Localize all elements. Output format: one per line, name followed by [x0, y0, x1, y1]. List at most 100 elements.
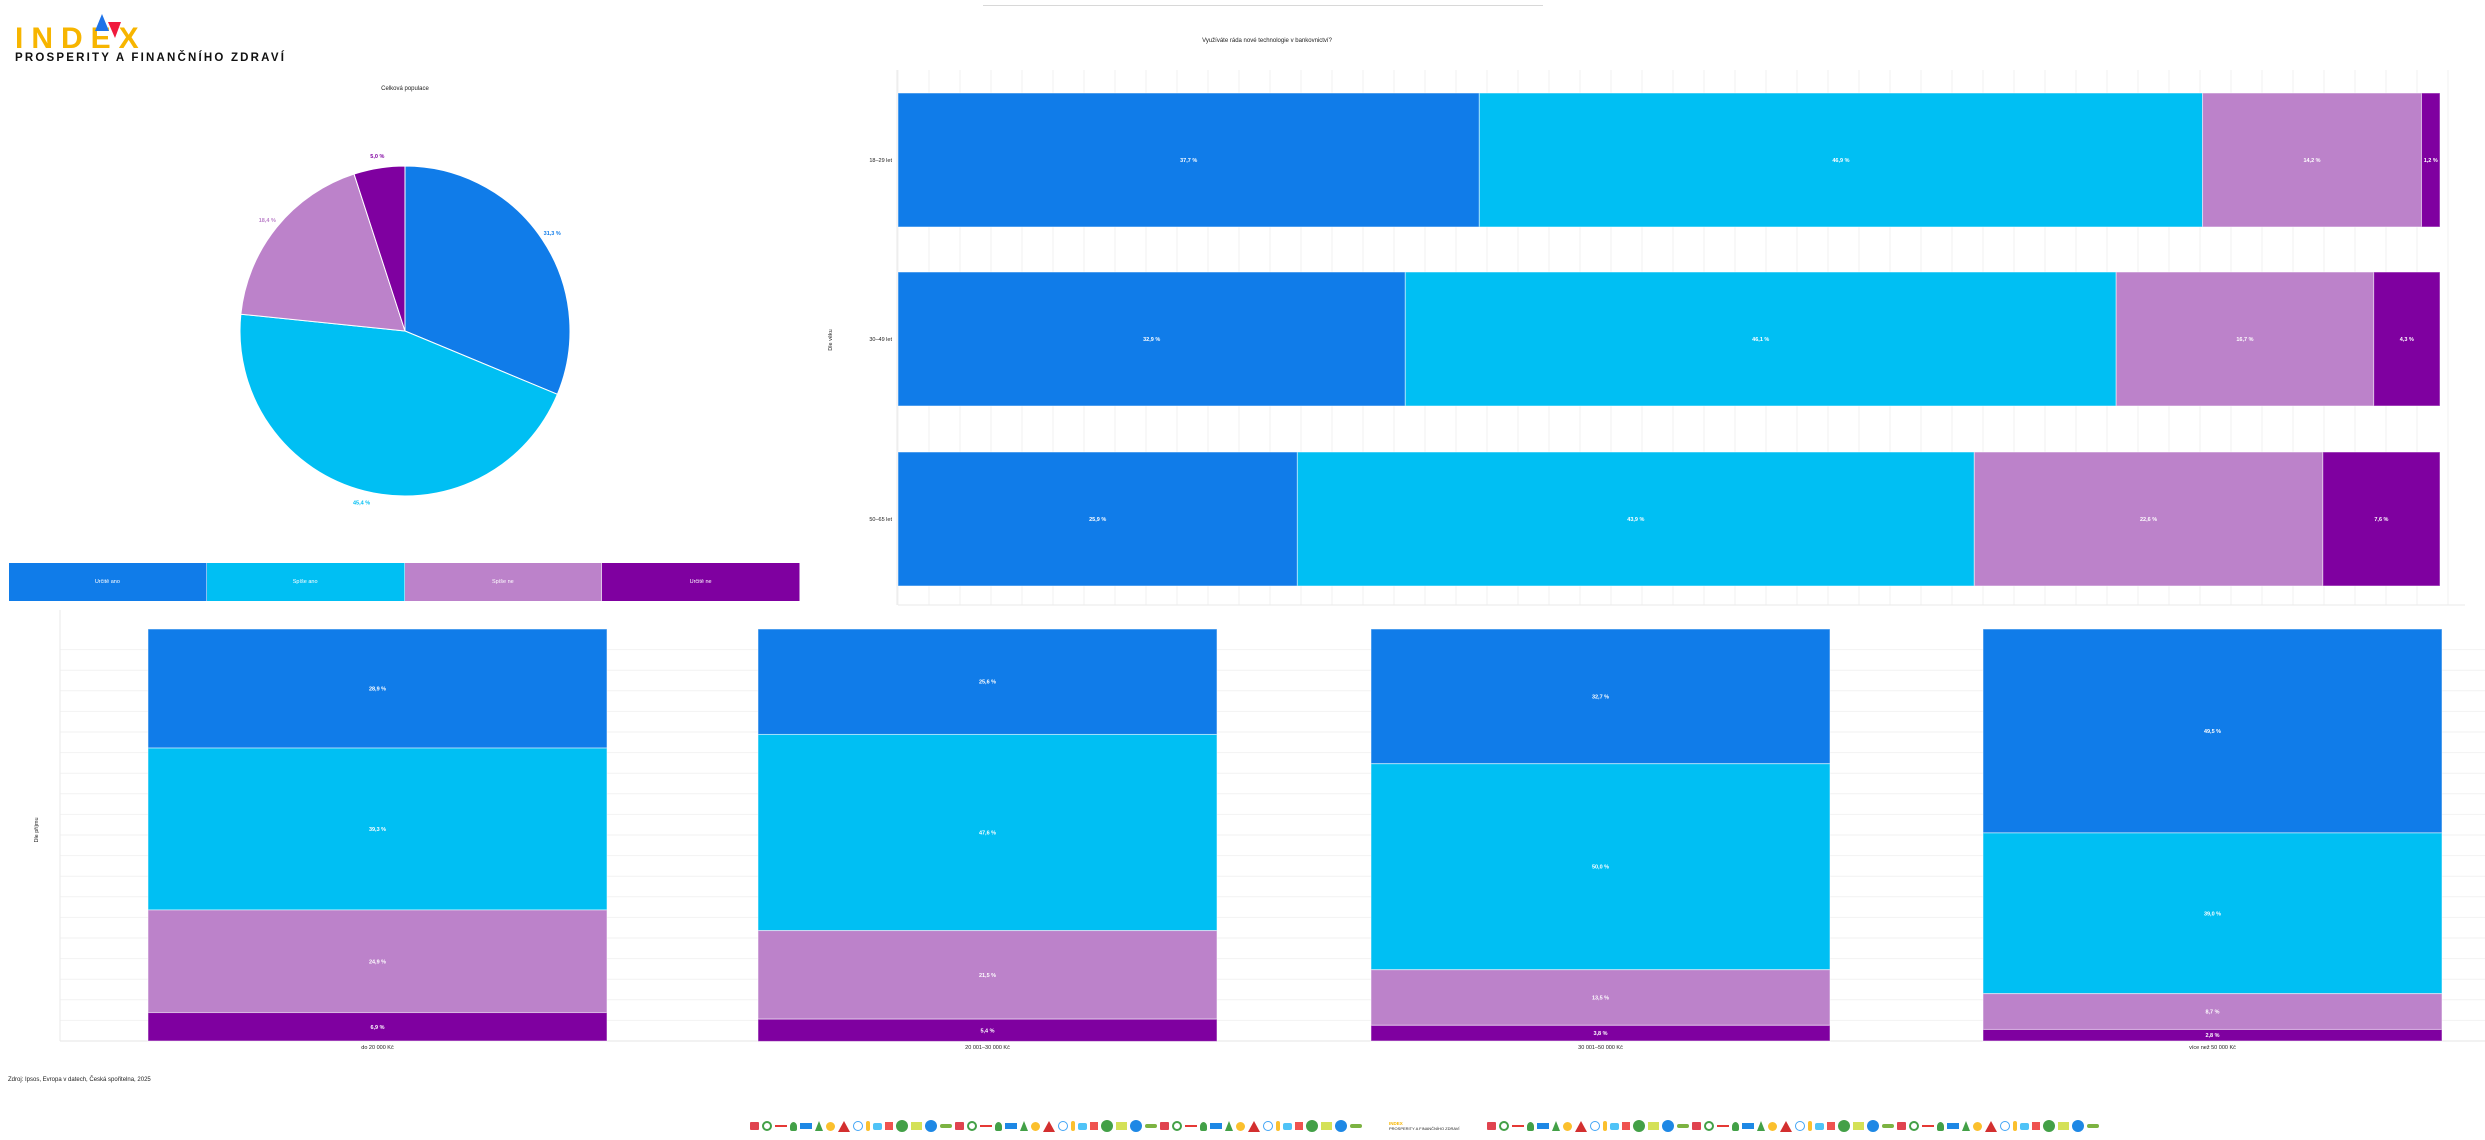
ring-icon [1498, 1121, 1509, 1131]
hbar-segment [897, 271, 1406, 407]
rail-icon [980, 1125, 992, 1127]
pine-icon [1961, 1121, 1970, 1131]
car-icon [1145, 1124, 1157, 1128]
factory-icon [911, 1122, 922, 1130]
hbar-segment [2420, 92, 2441, 228]
pie-slice [239, 313, 559, 497]
tree-icon [1731, 1121, 1739, 1131]
pie-slice [353, 165, 406, 332]
box-icon [1295, 1122, 1303, 1130]
bottle-icon [1276, 1121, 1280, 1131]
mountain-icon [1984, 1120, 1997, 1132]
hbar-data-label: 43,9 % [1627, 517, 1644, 523]
vbar-data-label: 3,8 % [1593, 1031, 1607, 1037]
rail-icon [1921, 1125, 1934, 1127]
vbar-segment [1982, 628, 2443, 834]
vbar-segment [147, 628, 608, 749]
hbar-data-label: 4,3 % [2400, 337, 2414, 343]
car-icon [940, 1124, 952, 1128]
globe-icon [1661, 1120, 1674, 1132]
pine-icon [1020, 1121, 1028, 1131]
vbar-axis-label: Dle příjmu [34, 817, 40, 842]
vbar-data-label: 13,5 % [1592, 996, 1609, 1002]
hbar-segment [1478, 92, 2204, 228]
factory-icon [1116, 1122, 1127, 1130]
legend-item-spise-ano[interactable]: Spíše ano [206, 563, 405, 601]
hbar-segment [2115, 271, 2375, 407]
hbar-segment [1296, 451, 1975, 587]
mountain-icon [1248, 1120, 1260, 1132]
hbar-segment [897, 92, 1480, 228]
bush-icon [1101, 1120, 1113, 1132]
pie-label: 18,4 % [259, 218, 276, 224]
bench-icon [1896, 1122, 1906, 1130]
sun-icon [1767, 1121, 1777, 1131]
flag-icon [1946, 1123, 1959, 1129]
vbar-data-label: 21,5 % [979, 973, 996, 979]
bench-icon [1160, 1122, 1169, 1130]
tree-icon [1936, 1121, 1944, 1131]
vbar-segment [1370, 1024, 1831, 1042]
factory-icon [1321, 1122, 1332, 1130]
footer-icon-strip: INDEX PROSPERITY A FINANČNÍHO ZDRAVÍ [750, 1118, 2099, 1134]
hbar-segment [897, 451, 1298, 587]
vbar-segment [1370, 969, 1831, 1026]
top-divider [983, 5, 1543, 6]
globe-icon [925, 1120, 937, 1132]
ferris-wheel-icon [1794, 1121, 1805, 1131]
hbar-category-label: 18–29 let [869, 158, 892, 164]
hbar-segment [1973, 451, 2324, 587]
vbar-segment [757, 733, 1218, 932]
hbar-segment [2202, 92, 2422, 228]
mountain-icon [838, 1120, 850, 1132]
ferris-wheel-icon [1589, 1121, 1600, 1131]
vbar-category-label: více než 50 000 Kč [2189, 1045, 2236, 1051]
legend-item-urcite-ano[interactable]: Určitě ano [9, 563, 207, 601]
vbar-segment [757, 628, 1218, 735]
hbar-data-label: 25,9 % [1089, 517, 1106, 523]
mountain-icon [1574, 1120, 1587, 1132]
pine-icon [815, 1121, 823, 1131]
vbar-data-label: 47,6 % [979, 831, 996, 837]
hbar-category-label: 30–49 let [869, 337, 892, 343]
pine-icon [1225, 1121, 1233, 1131]
vbar-segment [757, 930, 1218, 1020]
hbar-axis-label: Dle věku [828, 329, 834, 350]
box-icon [885, 1122, 893, 1130]
ring-icon [1172, 1121, 1182, 1131]
bottle-icon [1807, 1121, 1812, 1131]
vbar-data-label: 2,8 % [2205, 1033, 2219, 1039]
legend-item-urcite-ne[interactable]: Určitě ne [602, 563, 800, 601]
vbar-data-label: 8,7 % [2205, 1010, 2219, 1016]
bottle-icon [866, 1121, 870, 1131]
bush-icon [896, 1120, 908, 1132]
box-icon [1826, 1122, 1835, 1130]
vbar-segment [147, 1012, 608, 1042]
ring-icon [762, 1121, 772, 1131]
hbar-data-label: 1,2 % [2424, 158, 2438, 164]
mountain-icon [1043, 1120, 1055, 1132]
ring-icon [967, 1121, 977, 1131]
pie-title: Celková populace [381, 86, 429, 92]
pine-icon [1551, 1121, 1560, 1131]
hbar-data-label: 16,7 % [2236, 337, 2253, 343]
legend-item-spise-ne[interactable]: Spíše ne [404, 563, 603, 601]
bush-icon [1306, 1120, 1318, 1132]
sun-icon [1562, 1121, 1572, 1131]
hbar-segment [2373, 271, 2441, 407]
fountain-icon [1609, 1122, 1619, 1130]
box-icon [1090, 1122, 1098, 1130]
source-note: Zdroj: Ipsos, Evropa v datech, Česká spo… [8, 1077, 151, 1083]
rail-icon [1185, 1125, 1197, 1127]
vbar-data-label: 39,3 % [369, 827, 386, 833]
hbar-data-label: 14,2 % [2303, 158, 2320, 164]
car-icon [1350, 1124, 1362, 1128]
vbar-segment [147, 747, 608, 911]
ferris-wheel-icon [1999, 1121, 2010, 1131]
pie-label: 31,3 % [544, 231, 561, 237]
factory-icon [1647, 1122, 1659, 1130]
rail-icon [1716, 1125, 1729, 1127]
tree-icon [995, 1121, 1002, 1131]
ferris-wheel-icon [853, 1121, 863, 1131]
